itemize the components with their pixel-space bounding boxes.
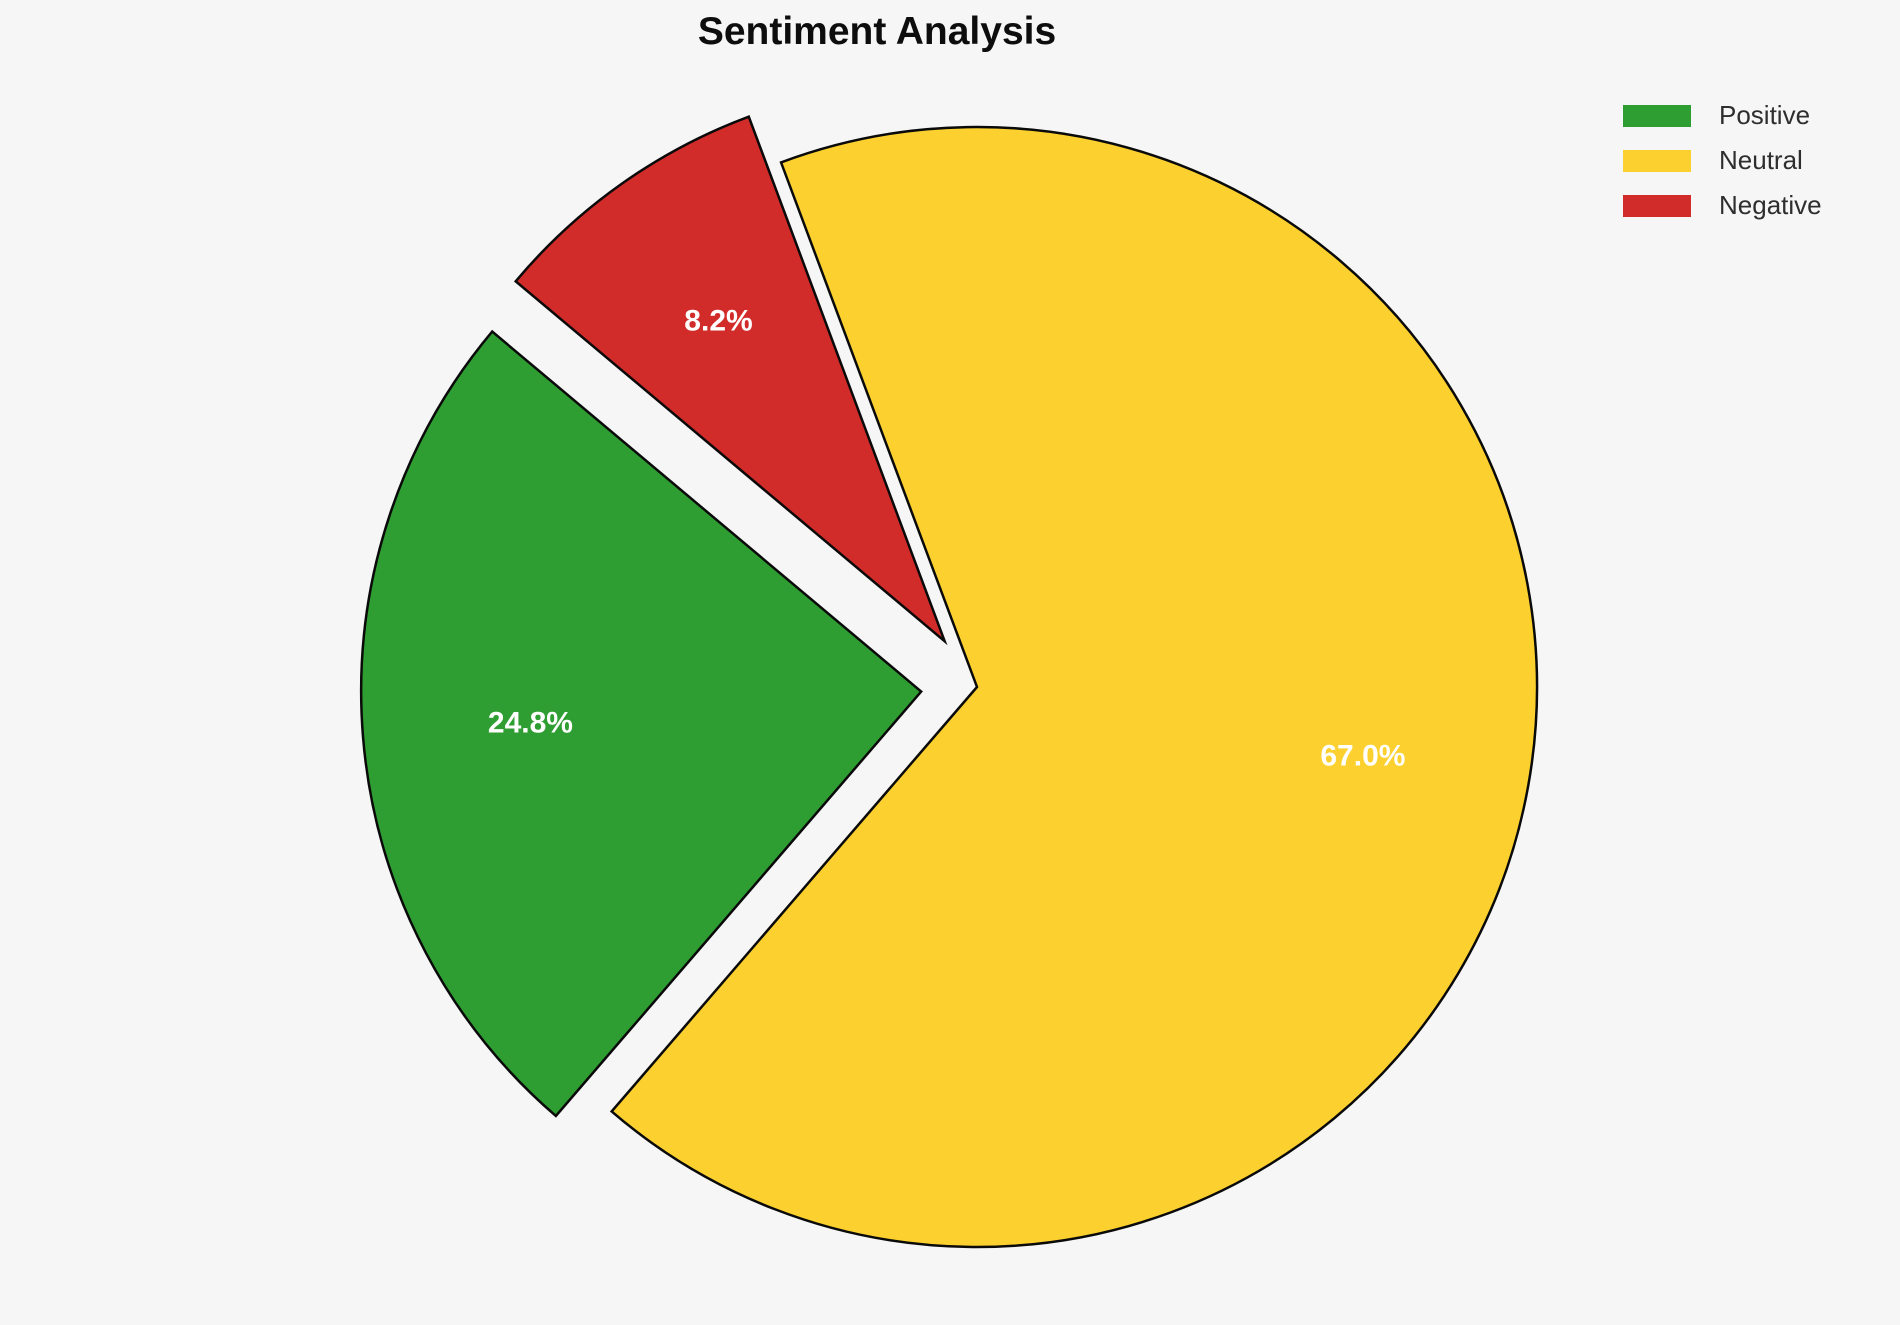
- pie-pct-label-positive: 24.8%: [488, 707, 573, 740]
- pie-slice-negative: [513, 115, 948, 646]
- legend-swatch-negative: [1623, 194, 1691, 217]
- legend-label-neutral: Neutral: [1719, 145, 1803, 175]
- pie-pct-label-neutral: 67.0%: [1320, 739, 1405, 772]
- legend-swatch-positive: [1623, 104, 1691, 127]
- pie-pct-label-negative: 8.2%: [684, 305, 752, 338]
- pie-slice-neutral: [609, 125, 1539, 1249]
- legend: Positive Neutral Negative: [1623, 100, 1822, 220]
- legend-item-neutral: Neutral: [1623, 145, 1822, 175]
- legend-label-positive: Positive: [1719, 100, 1811, 130]
- legend-item-positive: Positive: [1623, 100, 1822, 130]
- legend-swatch-neutral: [1623, 149, 1691, 172]
- pie-slice-positive: [359, 329, 923, 1118]
- legend-label-negative: Negative: [1719, 190, 1822, 220]
- legend-item-negative: Negative: [1623, 190, 1822, 220]
- chart-title: Sentiment Analysis: [697, 10, 1057, 53]
